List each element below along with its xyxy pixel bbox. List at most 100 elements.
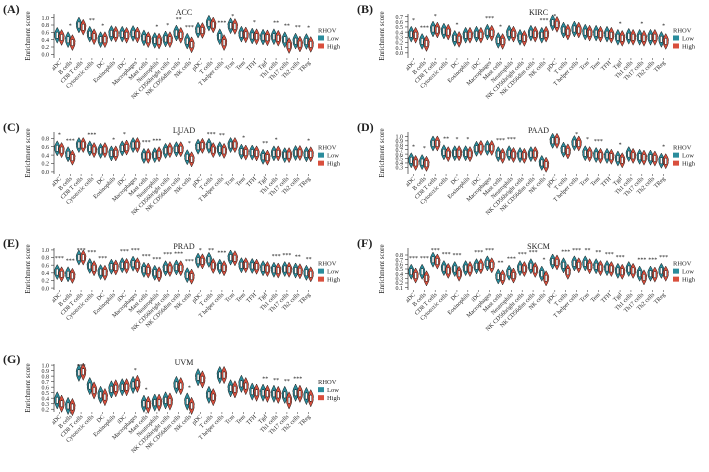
significance-label: ** xyxy=(208,248,214,254)
box-iqr xyxy=(544,30,548,38)
box-iqr xyxy=(125,262,128,270)
box-iqr xyxy=(66,271,70,278)
box-iqr xyxy=(497,150,500,158)
box-iqr xyxy=(305,38,308,45)
significance-label: *** xyxy=(77,248,86,254)
box-iqr xyxy=(283,265,286,273)
significance-label: *** xyxy=(648,258,657,264)
box-iqr xyxy=(272,150,276,157)
box-iqr xyxy=(190,41,193,48)
box-iqr xyxy=(196,143,200,150)
significance-label: *** xyxy=(518,252,527,258)
box-iqr xyxy=(92,387,96,394)
box-iqr xyxy=(584,28,587,36)
significance-label: * xyxy=(455,137,458,143)
box-iqr xyxy=(71,154,74,161)
significance-label: *** xyxy=(496,138,505,144)
box-iqr xyxy=(240,380,243,388)
box-iqr xyxy=(88,262,91,270)
box-iqr xyxy=(261,265,265,272)
significance-label: ** xyxy=(89,18,95,24)
significance-label: *** xyxy=(442,252,451,258)
significance-label: ** xyxy=(273,21,279,27)
significance-label: ** xyxy=(262,377,268,383)
box-iqr xyxy=(544,275,548,282)
significance-label: *** xyxy=(142,254,151,260)
box-iqr xyxy=(631,152,635,160)
legend-swatch-low xyxy=(673,152,679,158)
box-iqr xyxy=(255,33,258,40)
x-tick-label: TReg xyxy=(653,176,667,190)
x-tick-label: Tem xyxy=(590,292,602,304)
y-tick-label: 0.8 xyxy=(42,374,50,380)
y-tick-label: 0.4 xyxy=(42,396,50,402)
x-tick-label: TReg xyxy=(653,60,667,74)
box-iqr xyxy=(103,269,107,277)
legend-label-high: High xyxy=(327,395,341,402)
box-iqr xyxy=(190,402,193,410)
box-iqr xyxy=(447,150,450,158)
x-tick-label: TReg xyxy=(298,414,312,428)
y-tick-label: 0.5 xyxy=(396,157,404,163)
box-iqr xyxy=(664,270,667,277)
y-axis-label: Enrichment score xyxy=(378,244,386,293)
box-iqr xyxy=(566,268,570,275)
y-tick-label: 0.3 xyxy=(396,277,404,283)
box-iqr xyxy=(121,383,124,391)
panel-title: ACC xyxy=(176,8,192,17)
box-iqr xyxy=(110,30,113,37)
significance-label: *** xyxy=(420,256,429,262)
box-iqr xyxy=(60,271,63,278)
box-iqr xyxy=(518,34,522,41)
box-iqr xyxy=(103,146,107,154)
box-iqr xyxy=(573,260,576,267)
legend-swatch-high xyxy=(318,160,324,166)
x-tick-label: iDC xyxy=(471,292,482,303)
box-iqr xyxy=(599,264,602,272)
box-iqr xyxy=(233,386,237,393)
significance-label: *** xyxy=(561,249,570,255)
x-tick-label: Tgd xyxy=(258,176,269,187)
y-tick-label: 0.8 xyxy=(396,143,404,149)
significance-label: *** xyxy=(485,248,494,254)
legend-label-low: Low xyxy=(327,153,339,160)
x-tick-label: TFH xyxy=(600,292,613,305)
significance-label: *** xyxy=(420,25,429,31)
box-iqr xyxy=(110,386,113,393)
box-iqr xyxy=(653,155,657,162)
legend-label-high: High xyxy=(327,277,341,284)
box-iqr xyxy=(529,263,533,270)
box-iqr xyxy=(222,265,226,272)
box-iqr xyxy=(610,32,613,39)
box-iqr xyxy=(147,36,150,43)
x-tick-label: iDC xyxy=(117,414,128,425)
box-iqr xyxy=(621,157,624,164)
significance-label: * xyxy=(662,23,665,29)
box-iqr xyxy=(309,395,312,402)
box-iqr xyxy=(442,27,446,35)
box-iqr xyxy=(207,142,211,150)
legend-title: RHOV xyxy=(318,261,337,268)
y-tick-label: 0.2 xyxy=(42,279,50,285)
box-iqr xyxy=(555,21,559,28)
box-iqr xyxy=(157,151,161,158)
box-iqr xyxy=(431,140,435,147)
y-tick-label: 0.3 xyxy=(396,166,404,172)
box-iqr xyxy=(77,369,81,377)
box-iqr xyxy=(664,38,667,45)
box-iqr xyxy=(125,383,128,391)
box-iqr xyxy=(479,263,483,270)
significance-label: ** xyxy=(262,141,268,147)
box-iqr xyxy=(562,262,565,269)
y-tick-label: 0.2 xyxy=(42,162,50,168)
box-iqr xyxy=(605,264,609,272)
y-tick-label: 0.2 xyxy=(42,45,50,51)
y-tick-label: 1.0 xyxy=(42,363,50,369)
box-iqr xyxy=(175,29,178,37)
significance-label: * xyxy=(177,133,180,139)
box-iqr xyxy=(88,382,91,390)
box-iqr xyxy=(540,270,543,277)
significance-label: * xyxy=(619,143,622,149)
box-iqr xyxy=(82,141,85,149)
